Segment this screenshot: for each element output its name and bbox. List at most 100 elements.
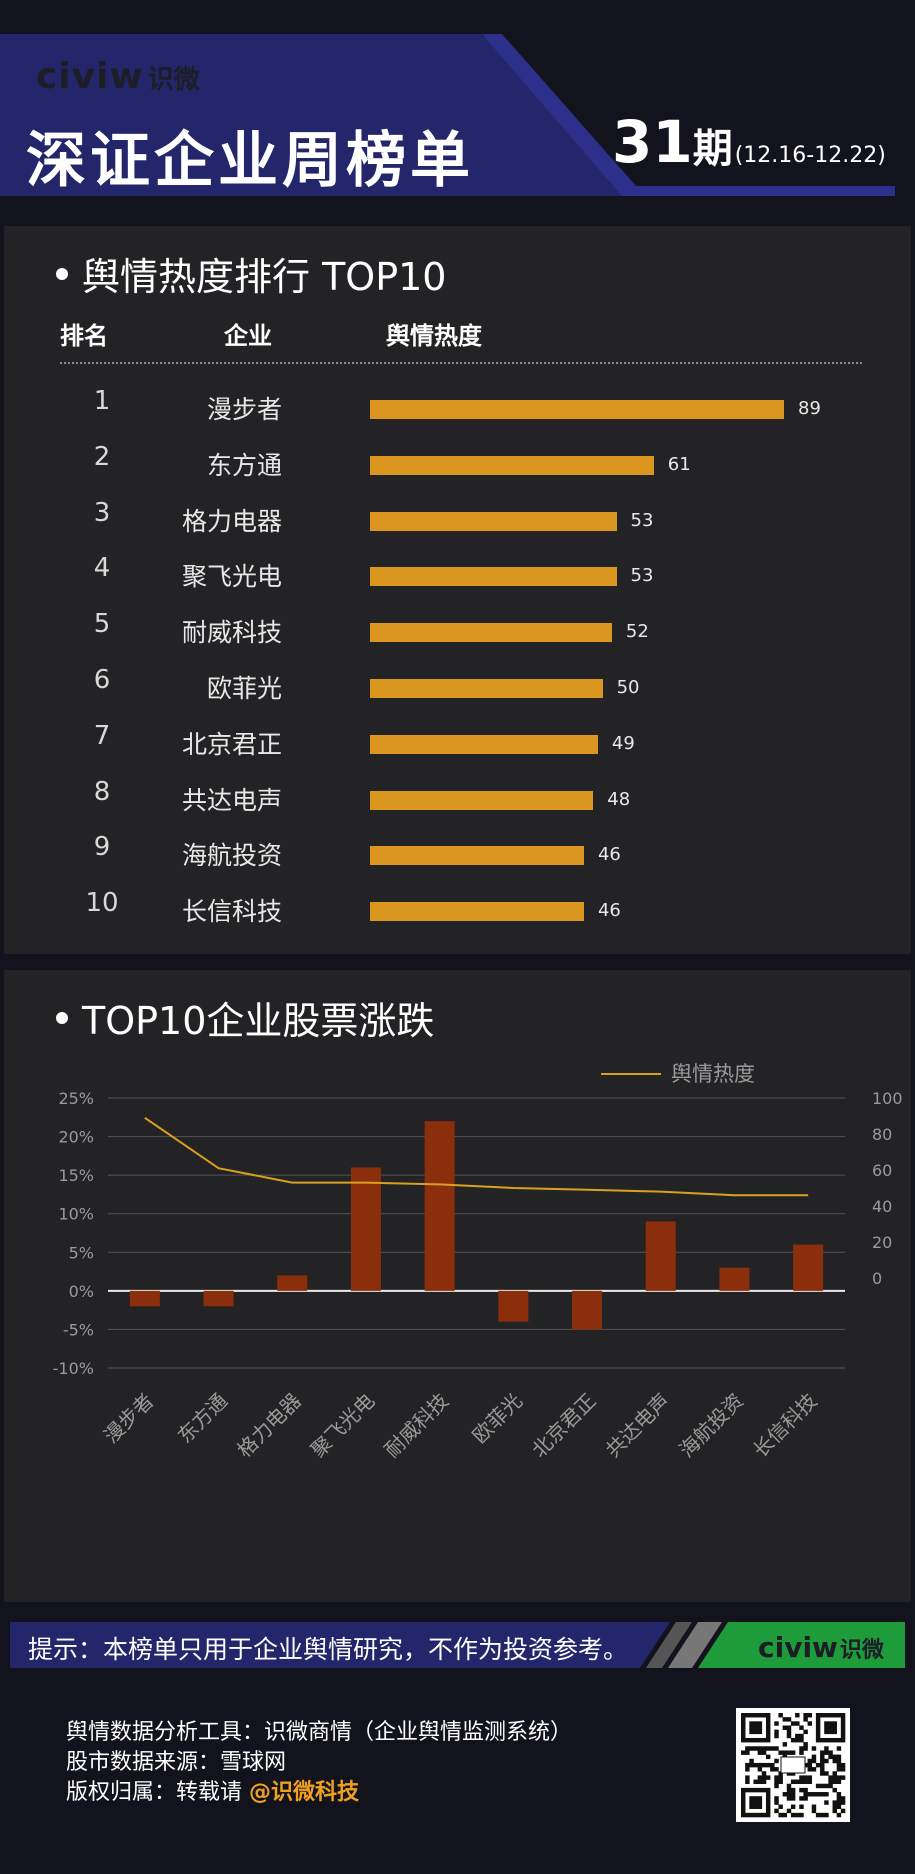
x-category-label: 北京君正	[527, 1389, 601, 1463]
heat-bar	[370, 400, 784, 419]
ranking-panel: 舆情热度排行 TOP10 排名 企业 舆情热度 1 漫步者 89 2 东方通 61 3 格力电…	[4, 226, 911, 954]
x-category-label: 东方通	[173, 1389, 232, 1448]
credit-copyright: 版权归属：转载请 @识微科技	[66, 1778, 572, 1808]
stock-change-bar	[277, 1275, 308, 1291]
header-background	[0, 34, 895, 196]
rank-number: 10	[85, 888, 119, 919]
bullet-icon	[56, 1011, 68, 1024]
issue-number: 31	[612, 108, 693, 176]
col-header-rank: 排名	[60, 322, 108, 350]
heat-value: 89	[798, 398, 821, 419]
x-category-label: 长信科技	[748, 1389, 822, 1463]
y-left-tick-label: -5%	[63, 1320, 94, 1339]
credit-source: 股市数据来源：雪球网	[66, 1750, 287, 1775]
x-category-label: 格力电器	[232, 1389, 306, 1463]
heat-value: 50	[616, 677, 640, 698]
heat-value: 46	[597, 900, 621, 922]
heat-bar	[370, 567, 617, 587]
notice-banner	[10, 1622, 905, 1668]
heat-bar	[370, 511, 617, 531]
company-name: 格力电器	[181, 506, 282, 536]
ranking-row: 7 北京君正 49	[4, 721, 911, 761]
x-category-label: 漫步者	[99, 1389, 158, 1448]
heat-bar	[370, 846, 584, 866]
rank-number: 1	[93, 386, 111, 416]
issue-info: 31 期 (12.16-12.22)	[612, 108, 886, 176]
x-category-label: 耐威科技	[380, 1389, 454, 1463]
heat-value: 49	[611, 732, 635, 754]
rank-number: 3	[93, 497, 111, 528]
ranking-row: 1 漫步者 89	[4, 386, 911, 426]
company-name: 欧菲光	[206, 674, 282, 703]
credit-copyright-link: @识微科技	[249, 1780, 360, 1805]
stock-change-bar	[719, 1267, 750, 1291]
heat-value: 52	[625, 621, 649, 643]
ranking-section-title: 舆情热度排行 TOP10	[56, 246, 446, 301]
ranking-row: 8 共达电声 48	[4, 777, 911, 817]
qr-code-icon	[736, 1708, 850, 1822]
company-name: 长信科技	[181, 897, 282, 927]
rank-number: 8	[93, 776, 111, 807]
stock-change-bar	[350, 1167, 381, 1291]
ranking-row: 9 海航投资 46	[4, 832, 911, 872]
header-banner: civiw 识微 深证企业周榜单 31 期 (12.16-12.22)	[0, 0, 915, 210]
y-left-tick-label: 15%	[58, 1166, 94, 1185]
stock-section-title: TOP10企业股票涨跌	[56, 990, 434, 1045]
y-left-tick-label: 25%	[58, 1089, 94, 1108]
credit-tool: 舆情数据分析工具：识微商情（企业舆情监测系统）	[66, 1720, 573, 1745]
heat-bar	[370, 902, 584, 922]
credit-copyright-prefix: 版权归属：转载请	[66, 1780, 249, 1805]
ranking-row: 5 耐威科技 52	[4, 609, 911, 649]
stock-change-bar	[793, 1244, 824, 1291]
heat-bar	[370, 623, 612, 643]
x-category-label: 海航投资	[674, 1389, 748, 1463]
y-right-tick-label: 20	[872, 1233, 892, 1252]
ranking-row: 10 长信科技 46	[4, 888, 911, 928]
heat-bar	[370, 455, 654, 475]
y-right-tick-label: 0	[872, 1269, 882, 1288]
bullet-icon	[56, 267, 68, 280]
y-left-tick-label: -10%	[53, 1359, 94, 1378]
rank-number: 9	[93, 832, 111, 863]
header-divider	[60, 362, 862, 364]
x-category-label: 聚飞光电	[306, 1389, 380, 1463]
company-name: 漫步者	[206, 395, 282, 424]
y-left-tick-label: 5%	[69, 1243, 94, 1262]
company-name: 海航投资	[181, 841, 282, 871]
ranking-row: 3 格力电器 53	[4, 498, 911, 538]
x-category-label: 欧菲光	[467, 1389, 526, 1448]
y-left-tick-label: 0%	[69, 1282, 94, 1301]
issue-suffix: 期	[692, 126, 733, 172]
logo-text-en: civiw	[36, 56, 144, 97]
stock-change-bar	[129, 1290, 160, 1307]
company-name: 共达电声	[181, 785, 282, 815]
ranking-row: 2 东方通 61	[4, 442, 911, 482]
stock-change-bar	[572, 1290, 603, 1330]
y-right-tick-label: 100	[872, 1089, 903, 1108]
heat-bar	[370, 734, 598, 754]
stock-panel: TOP10企业股票涨跌 25% 20% 15% 10% 5% 0% -5% -10% 100 80…	[4, 970, 911, 1602]
credits: 舆情数据分析工具：识微商情（企业舆情监测系统） 股市数据来源：雪球网 版权归属：…	[66, 1718, 572, 1808]
stock-change-bar	[203, 1290, 234, 1307]
y-left-tick-label: 10%	[58, 1205, 94, 1224]
heat-line-series	[144, 1116, 809, 1197]
logo-text-zh: 识微	[839, 1638, 884, 1663]
page-title: 深证企业周榜单	[26, 126, 474, 196]
y-right-tick-label: 80	[872, 1125, 892, 1144]
logo-text-zh: 识微	[147, 65, 200, 95]
company-name: 东方通	[206, 450, 282, 480]
ranking-row: 6 欧菲光 50	[4, 665, 911, 705]
y-left-tick-label: 20%	[58, 1128, 94, 1147]
ranking-title-text: 舆情热度排行 TOP10	[82, 255, 447, 299]
stock-change-bar	[498, 1290, 529, 1322]
legend-label: 舆情热度	[671, 1062, 755, 1086]
y-right-tick-label: 40	[872, 1197, 892, 1216]
rank-number: 4	[93, 553, 111, 584]
ranking-row: 4 聚飞光电 53	[4, 553, 911, 593]
company-name: 北京君正	[181, 729, 282, 759]
col-header-company: 企业	[224, 322, 272, 350]
stock-title-text: TOP10企业股票涨跌	[82, 999, 435, 1043]
notice-text: 提示：本榜单只用于企业舆情研究，不作为投资参考。	[28, 1635, 629, 1664]
stock-chart: 25% 20% 15% 10% 5% 0% -5% -10% 100 80 60 40 20 0 舆情热度漫…	[53, 1062, 903, 1463]
col-header-heat: 舆情热度	[386, 322, 482, 350]
